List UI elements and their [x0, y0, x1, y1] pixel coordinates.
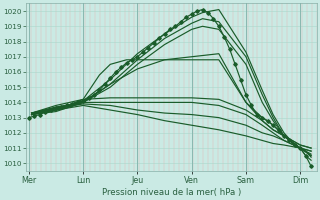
X-axis label: Pression niveau de la mer( hPa ): Pression niveau de la mer( hPa ) — [102, 188, 241, 197]
